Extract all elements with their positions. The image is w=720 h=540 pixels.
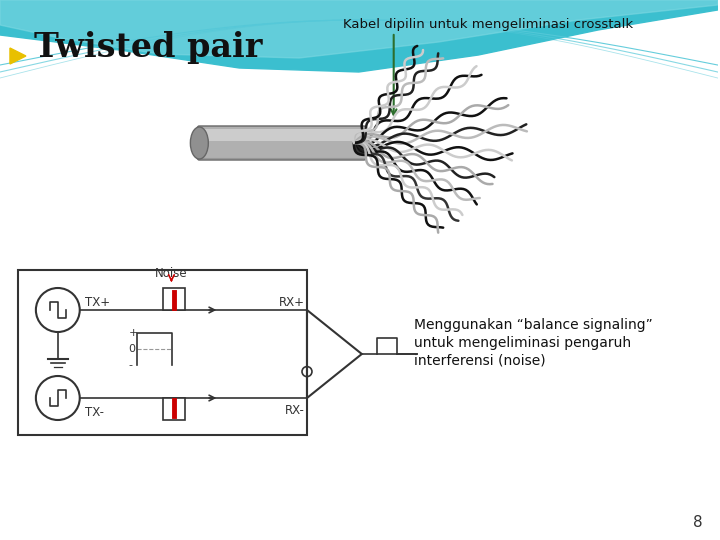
Bar <box>163 398 185 420</box>
FancyBboxPatch shape <box>200 129 363 141</box>
Text: RX-: RX- <box>285 403 305 416</box>
Text: TX+: TX+ <box>85 295 110 308</box>
Text: 8: 8 <box>693 515 703 530</box>
Polygon shape <box>0 0 718 58</box>
Text: +: + <box>129 328 138 338</box>
Text: -: - <box>129 360 132 370</box>
Text: untuk mengeliminasi pengaruh: untuk mengeliminasi pengaruh <box>413 336 631 350</box>
Text: Menggunakan “balance signaling”: Menggunakan “balance signaling” <box>413 318 652 332</box>
Bar <box>163 288 185 310</box>
Polygon shape <box>10 48 26 64</box>
Text: RX+: RX+ <box>279 295 305 308</box>
Text: Kabel dipilin untuk mengeliminasi crosstalk: Kabel dipilin untuk mengeliminasi crosst… <box>343 18 634 31</box>
Polygon shape <box>0 0 718 72</box>
Bar <box>18 270 307 435</box>
Ellipse shape <box>190 127 208 159</box>
Text: Noise: Noise <box>155 267 188 280</box>
Text: TX-: TX- <box>85 407 104 420</box>
Text: 0: 0 <box>129 344 135 354</box>
Text: Twisted pair: Twisted pair <box>34 31 262 64</box>
Text: interferensi (noise): interferensi (noise) <box>413 354 545 368</box>
FancyBboxPatch shape <box>197 126 366 160</box>
